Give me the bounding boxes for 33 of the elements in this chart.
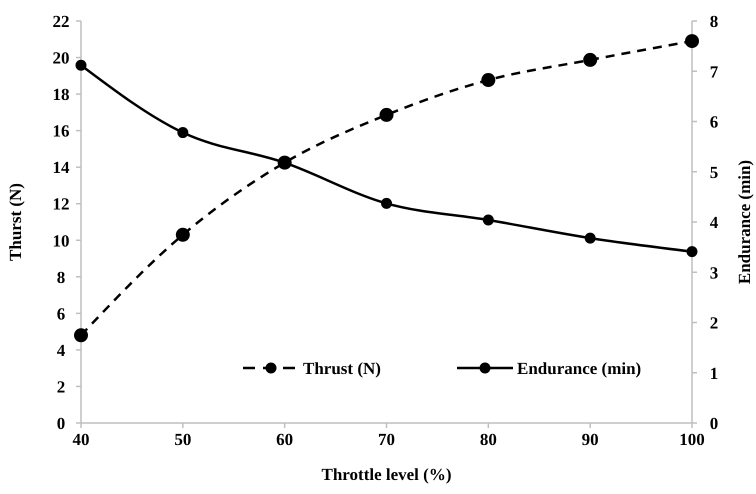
- y-axis-title: Thurst (N): [6, 183, 25, 261]
- y-tick-label: 4: [56, 340, 66, 360]
- x-axis-title: Throttle level (%): [322, 465, 452, 484]
- y-tick-label: 0: [56, 414, 66, 433]
- y2-tick-label: 0: [710, 414, 718, 433]
- x-tick-label: 50: [174, 430, 192, 449]
- y-tick-label: 12: [52, 194, 70, 214]
- x-tick-label: 70: [378, 430, 395, 449]
- legend-label: Endurance (min): [517, 359, 642, 378]
- y2-axis-title: Endurance (min): [735, 160, 754, 284]
- x-tick-label: 40: [72, 430, 90, 449]
- x-tick-label: 60: [276, 430, 294, 449]
- y-tick-label: 22: [52, 12, 70, 31]
- x-tick-label: 100: [679, 430, 705, 449]
- y2-tick-label: 2: [710, 314, 718, 332]
- y2-tick-label: 8: [710, 12, 718, 31]
- y-tick-label: 6: [56, 304, 66, 324]
- y-tick-label: 8: [56, 268, 66, 287]
- x-tick-label: 80: [480, 430, 497, 449]
- x-tick-label: 90: [582, 430, 599, 449]
- y2-tick-label: 7: [710, 62, 719, 82]
- y2-tick-label: 5: [710, 162, 718, 182]
- y2-tick-label: 3: [710, 263, 718, 282]
- y-tick-label: 10: [52, 231, 70, 250]
- y-tick-label: 20: [52, 48, 70, 68]
- y-tick-label: 18: [52, 85, 70, 104]
- y-tick-label: 16: [52, 122, 70, 141]
- y2-tick-label: 1: [710, 364, 718, 383]
- y2-tick-label: 4: [710, 213, 719, 232]
- y-tick-label: 14: [52, 158, 70, 178]
- legend-label: Thrust (N): [303, 359, 381, 378]
- y2-tick-label: 6: [710, 112, 718, 132]
- y-tick-label: 2: [56, 377, 66, 396]
